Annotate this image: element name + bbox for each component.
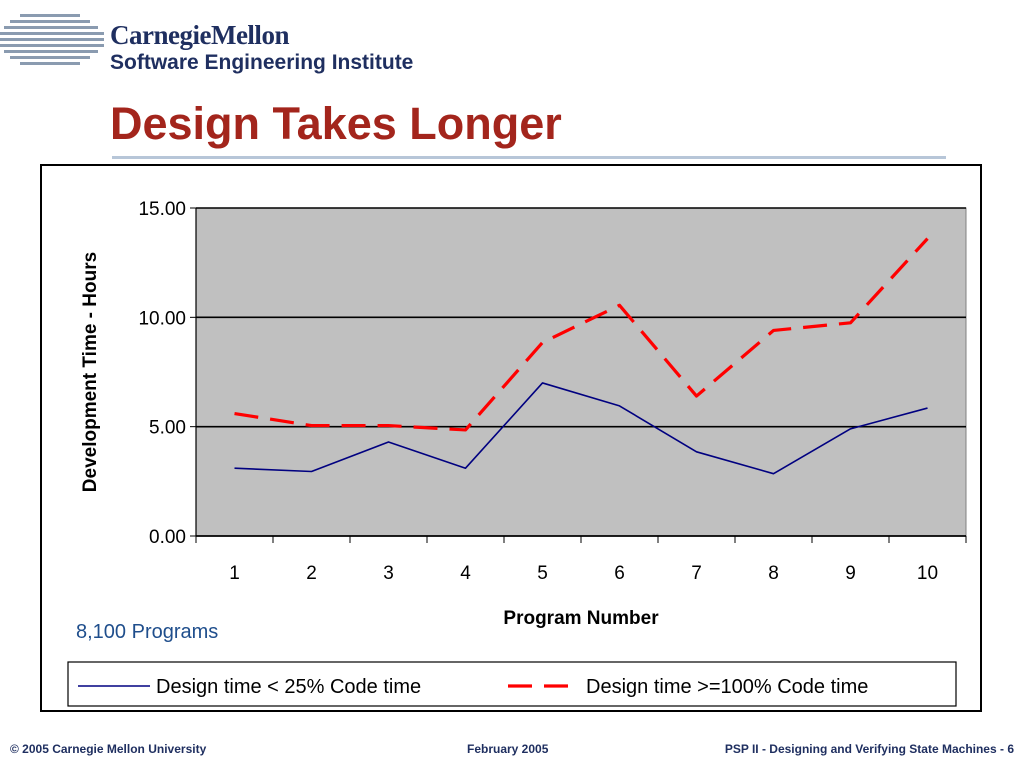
x-tick-label: 10 [917, 563, 938, 584]
x-tick-label: 9 [845, 563, 856, 584]
programs-annotation: 8,100 Programs [76, 621, 218, 643]
plot-area [195, 207, 967, 537]
legend-label: Design time >=100% Code time [586, 676, 868, 698]
logo-institute-name: Software Engineering Institute [110, 51, 414, 74]
x-tick-label: 8 [768, 563, 779, 584]
title-divider [112, 156, 946, 159]
x-tick-label: 7 [691, 563, 702, 584]
logo-university-name: CarnegieMellon [110, 20, 289, 50]
series-line-design-lt-25 [234, 382, 928, 475]
y-tick-label: 15.00 [138, 199, 186, 220]
legend-box [67, 661, 957, 707]
x-tick-label: 2 [306, 563, 317, 584]
footer-slide-info: PSP II - Designing and Verifying State M… [724, 742, 1014, 756]
y-axis-title: Development Time - Hours [80, 252, 101, 492]
chart-frame: 0.00 5.00 10.00 15.00 1 2 3 4 5 6 7 8 9 10 Program Num… [40, 164, 982, 712]
x-tick-label: 4 [460, 563, 471, 584]
footer-copyright: © 2005 Carnegie Mellon University [10, 742, 207, 756]
x-tick-label: 1 [229, 563, 240, 584]
slide-title: Design Takes Longer [110, 98, 562, 149]
x-tick-label: 5 [537, 563, 548, 584]
y-tick-label: 0.00 [149, 527, 186, 548]
x-tick-label: 3 [383, 563, 394, 584]
x-tick-label: 6 [614, 563, 625, 584]
y-tick-label: 10.00 [138, 308, 186, 329]
x-axis-title: Program Number [503, 608, 659, 629]
y-tick-label: 5.00 [149, 418, 186, 439]
legend-label: Design time < 25% Code time [156, 676, 421, 698]
line-chart: 0.00 5.00 10.00 15.00 1 2 3 4 5 6 7 8 9 10 Program Num… [67, 199, 967, 707]
series-line-design-ge-100 [234, 237, 929, 432]
sei-logo-icon [0, 14, 104, 65]
footer-date: February 2005 [467, 742, 549, 756]
